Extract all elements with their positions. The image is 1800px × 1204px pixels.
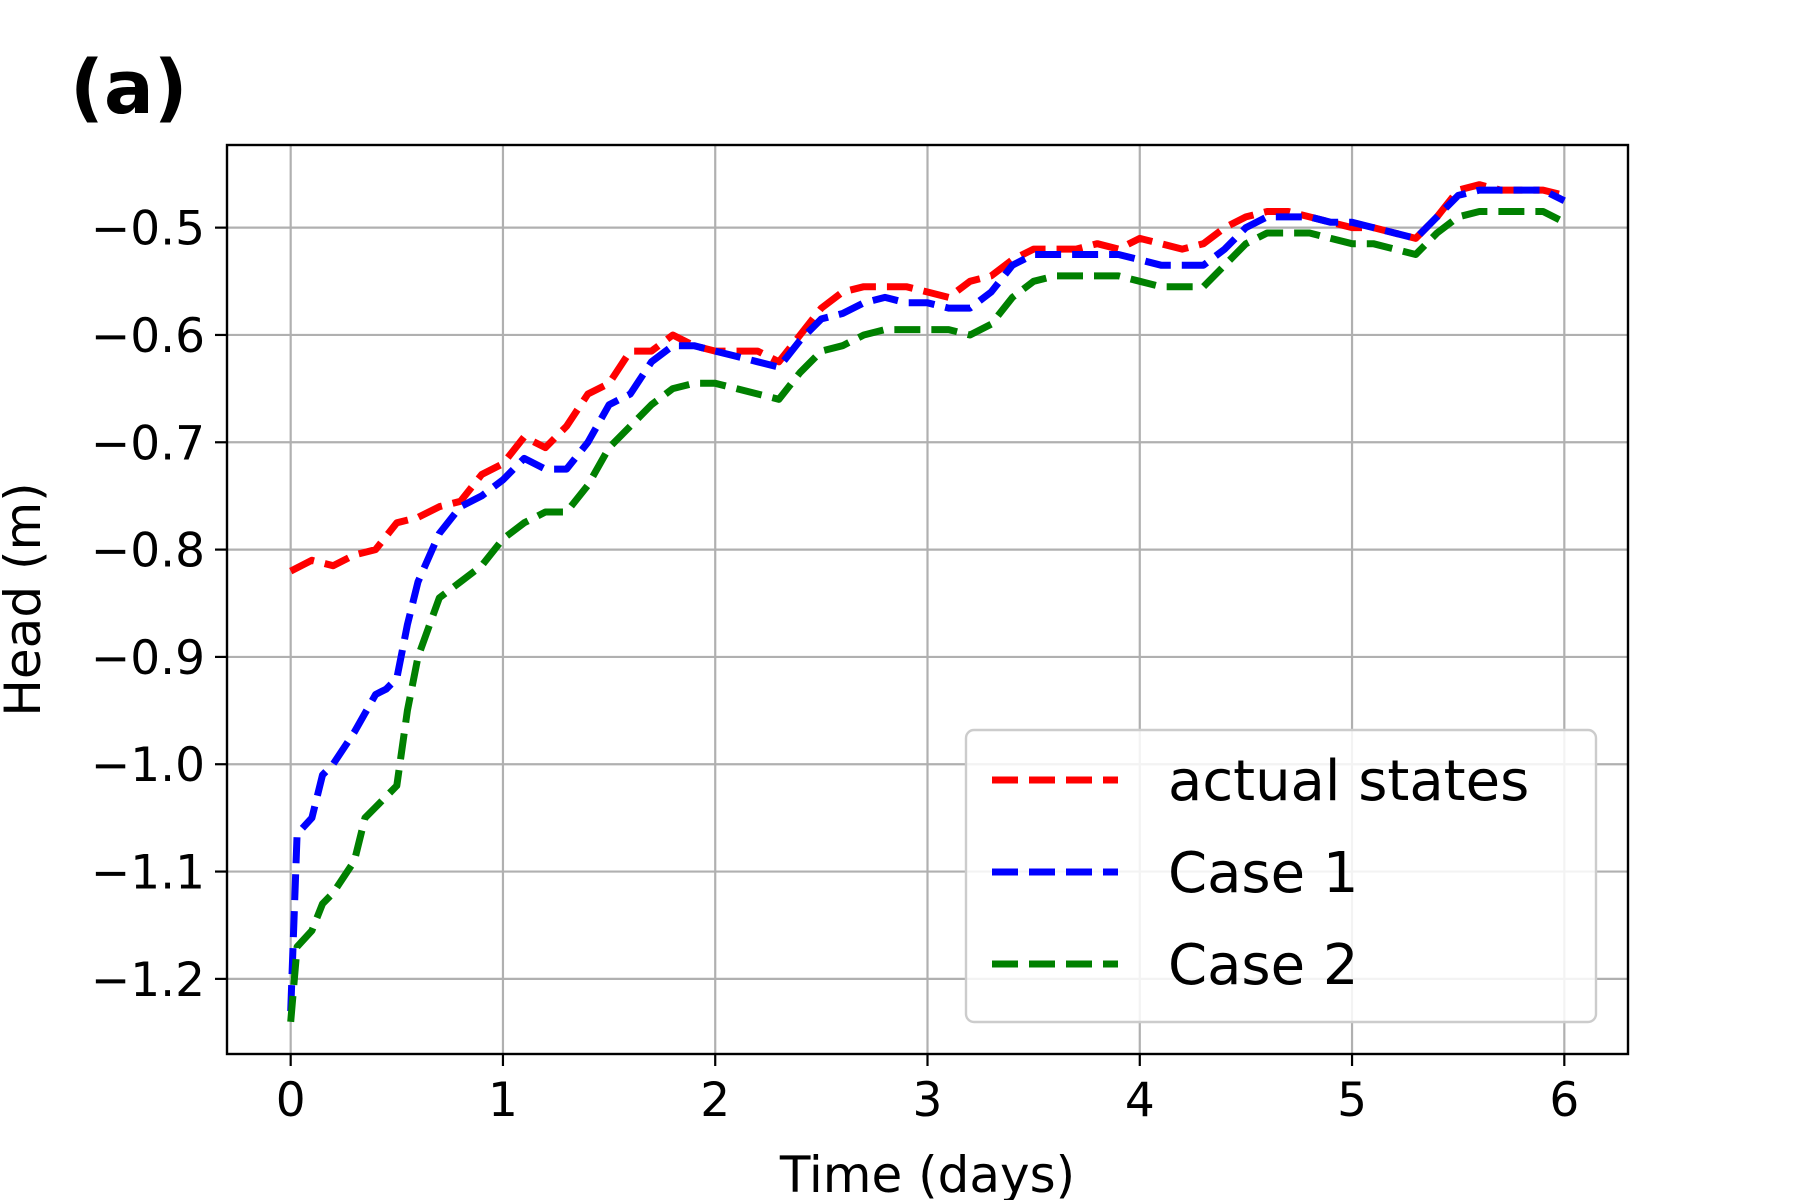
y-tick-label: −0.9: [91, 631, 205, 686]
x-tick-label: 5: [1337, 1073, 1367, 1128]
series-line-3: [287, 208, 1566, 1023]
y-tick-label: −1.2: [91, 953, 205, 1008]
x-tick-label: 2: [700, 1073, 730, 1128]
legend-box: [964, 728, 1598, 1024]
series-layer: [287, 181, 1566, 1023]
series-line-1: [289, 181, 1566, 575]
grid-layer: [227, 145, 1628, 1054]
y-axis-label: Head (m): [0, 482, 52, 716]
x-tick-label: 1: [488, 1073, 518, 1128]
legend-label-3: Case 2: [1168, 933, 1358, 998]
x-tick-label: 3: [913, 1073, 943, 1128]
y-tick-label: −0.5: [91, 202, 205, 257]
x-axis-label: Time (days): [779, 1146, 1075, 1200]
y-tick-label: −1.0: [91, 738, 205, 793]
legend-label-2: Case 1: [1168, 841, 1358, 906]
y-tick-label: −0.6: [91, 309, 205, 364]
series-line-2: [287, 186, 1566, 1012]
y-tick-label: −0.7: [91, 416, 205, 471]
legend: actual states Case 1 Case 2: [964, 728, 1598, 1024]
x-tick-label: 6: [1549, 1073, 1579, 1128]
panel-label: (a): [70, 45, 188, 131]
tick-layer: 0 1 2 3 4 5 6 −1.2 −1.1 −1.0 −0.9 −0.8 −0.7 −0.6 −0.5: [91, 202, 1579, 1128]
y-tick-label: −1.1: [91, 846, 205, 901]
x-tick-label: 0: [276, 1073, 306, 1128]
y-tick-label: −0.8: [91, 524, 205, 579]
legend-label-1: actual states: [1168, 749, 1529, 814]
x-tick-label: 4: [1125, 1073, 1155, 1128]
